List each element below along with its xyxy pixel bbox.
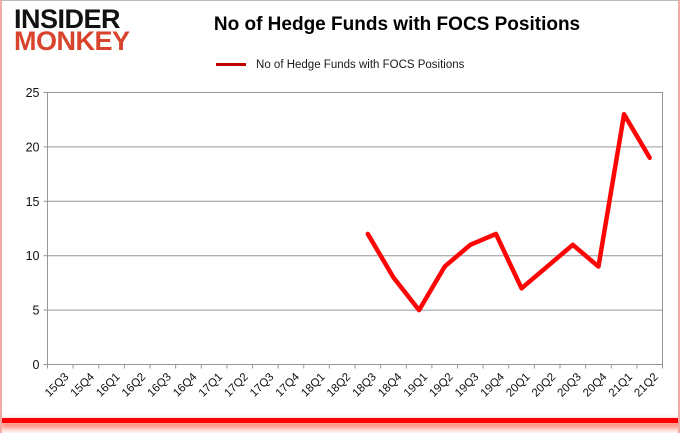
x-tick-label: 21Q1: [607, 371, 635, 399]
x-tick-label: 20Q1: [504, 371, 532, 399]
x-tick-label: 21Q2: [632, 371, 660, 399]
legend-line-marker: [215, 63, 246, 67]
logo-text-insider: INSIDER: [14, 4, 121, 34]
x-tick-label: 19Q2: [427, 371, 455, 399]
x-tick-label: 15Q3: [43, 371, 71, 399]
x-tick-label: 17Q4: [274, 371, 303, 400]
chart-title: No of Hedge Funds with FOCS Positions: [213, 14, 581, 35]
x-tick-label: 16Q3: [146, 371, 174, 399]
y-tick-label: 10: [26, 249, 40, 263]
x-tick-label: 17Q2: [222, 371, 250, 399]
legend-label: No of Hedge Funds with FOCS Positions: [256, 58, 465, 71]
x-tick-label: 19Q4: [479, 371, 508, 400]
insider-monkey-logo: INSIDER MONKEY: [14, 4, 130, 56]
x-tick-label: 18Q3: [351, 371, 379, 399]
x-tick-label: 18Q1: [299, 371, 327, 399]
x-tick-label: 20Q3: [556, 371, 584, 399]
x-tick-label: 16Q4: [171, 371, 200, 400]
plot-border: [47, 92, 663, 365]
x-tick-label: 18Q2: [325, 371, 353, 399]
x-tick-label: 19Q3: [453, 371, 481, 399]
x-tick-label: 17Q1: [197, 371, 225, 399]
x-tick-label: 17Q3: [248, 371, 276, 399]
series-line: [365, 112, 652, 313]
y-tick-label: 15: [26, 195, 40, 209]
x-tick-label: 16Q2: [120, 371, 148, 399]
logo-text-monkey: MONKEY: [14, 26, 130, 56]
legend: No of Hedge Funds with FOCS Positions: [2, 56, 678, 74]
y-tick-label: 5: [33, 304, 40, 318]
x-tick-label: 20Q4: [581, 371, 610, 400]
x-tick-label: 19Q1: [402, 371, 430, 399]
x-tick-label: 20Q2: [530, 371, 558, 399]
x-tick-label: 15Q4: [69, 371, 98, 400]
y-tick-label: 25: [26, 86, 40, 100]
y-tick-label: 20: [26, 140, 40, 154]
y-tick-label: 0: [33, 358, 40, 372]
bottom-accent-bar: [2, 418, 678, 423]
x-tick-label: 16Q1: [94, 371, 122, 399]
x-tick-label: 18Q4: [376, 371, 405, 400]
